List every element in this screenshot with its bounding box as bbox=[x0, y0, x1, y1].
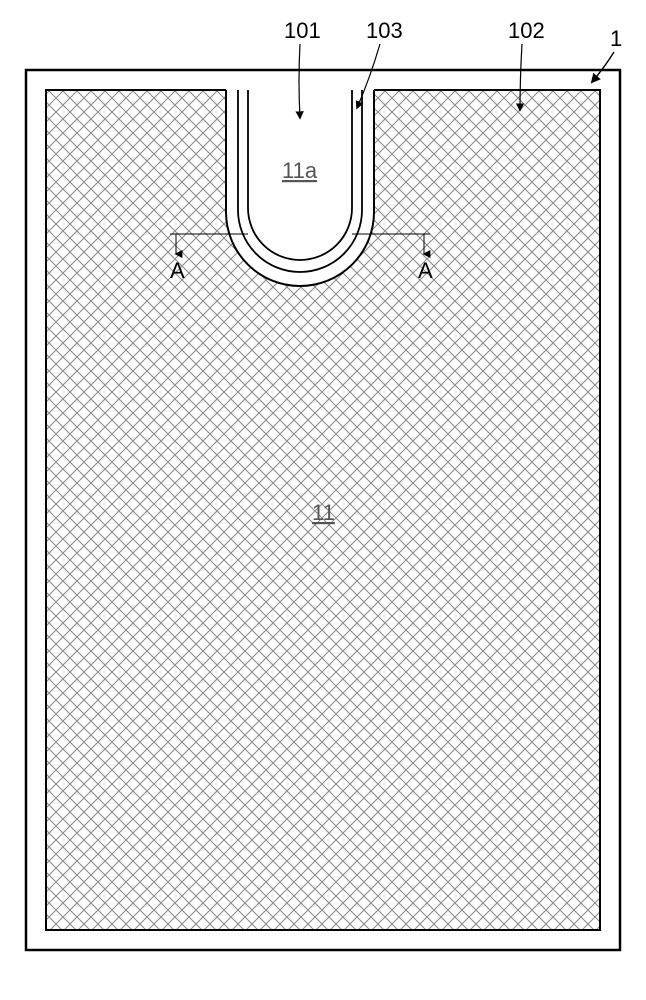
callout-1: 1 bbox=[592, 26, 622, 82]
label-1: 1 bbox=[610, 26, 622, 51]
label-101: 101 bbox=[284, 18, 321, 43]
section-marker-a-right: A bbox=[418, 258, 433, 283]
label-102: 102 bbox=[508, 18, 545, 43]
label-103: 103 bbox=[366, 18, 403, 43]
diagram-figure: 11a 11 A A 101 103 102 1 bbox=[0, 0, 646, 1000]
section-marker-a-left: A bbox=[170, 258, 185, 283]
region-label-11a: 11a bbox=[282, 158, 318, 183]
region-label-11: 11 bbox=[312, 500, 335, 525]
